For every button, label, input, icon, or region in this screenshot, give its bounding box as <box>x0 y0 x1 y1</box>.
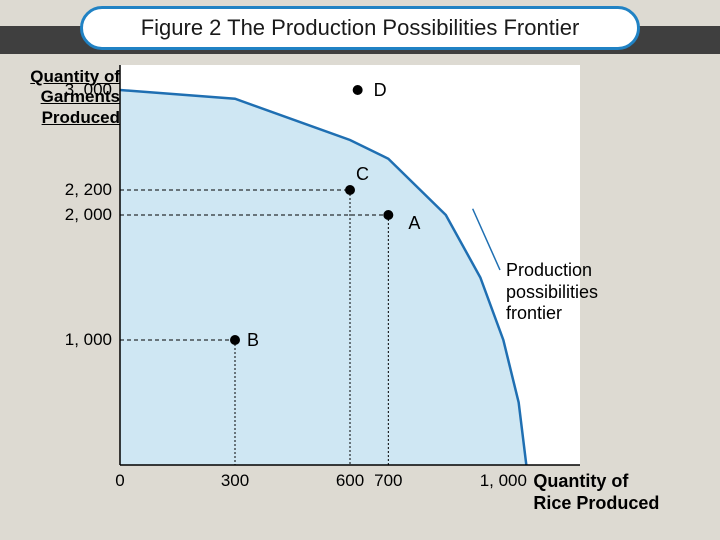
figure-title-bar: Figure 2 The Production Possibilities Fr… <box>80 6 640 50</box>
frontier-legend-label: Productionpossibilitiesfrontier <box>506 260 598 325</box>
y-tick-label: 1, 000 <box>52 330 112 350</box>
y-tick-label: 2, 000 <box>52 205 112 225</box>
point-label-a: A <box>408 213 420 234</box>
point-label-d: D <box>374 80 387 101</box>
point-label-c: C <box>356 164 369 185</box>
legend-line: Production <box>506 260 598 282</box>
x-tick-label: 700 <box>374 471 402 491</box>
point-label-b: B <box>247 330 259 351</box>
legend-line: possibilities <box>506 282 598 304</box>
y-axis-title-line: Produced <box>10 108 120 128</box>
y-tick-label: 2, 200 <box>52 180 112 200</box>
x-tick-label: 600 <box>336 471 364 491</box>
x-tick-label: 1, 000 <box>480 471 527 491</box>
legend-line: frontier <box>506 303 598 325</box>
figure-title: Figure 2 The Production Possibilities Fr… <box>141 15 580 41</box>
x-axis-title: Quantity ofRice Produced <box>533 471 659 514</box>
chart-area: Quantity ofGarmentsProduced Quantity ofR… <box>0 55 720 540</box>
x-tick-label: 0 <box>115 471 124 491</box>
x-tick-label: 300 <box>221 471 249 491</box>
x-axis-title-line: Rice Produced <box>533 493 659 515</box>
x-axis-title-line: Quantity of <box>533 471 659 493</box>
y-tick-label: 3, 000 <box>52 80 112 100</box>
